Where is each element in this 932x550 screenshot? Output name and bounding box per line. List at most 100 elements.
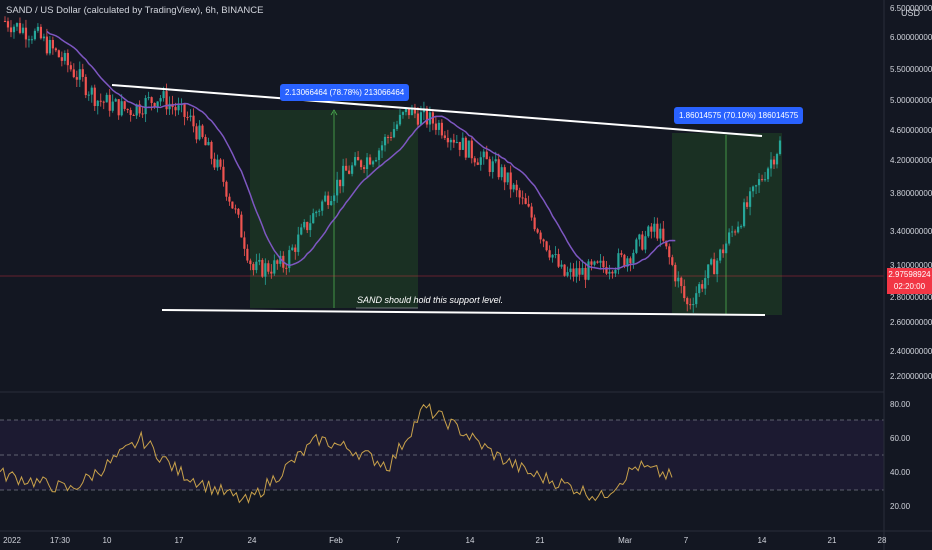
candle-body xyxy=(237,208,240,215)
candle-body xyxy=(389,136,393,138)
candle-body xyxy=(494,159,497,162)
candle-body xyxy=(297,234,300,252)
candle-body xyxy=(650,226,653,232)
price-tick-label: 4.20000000 xyxy=(890,156,932,165)
candle-body xyxy=(57,50,60,58)
candle-body xyxy=(339,179,342,187)
candle-body xyxy=(695,293,698,305)
candle-body xyxy=(234,208,237,210)
candle-body xyxy=(9,27,13,33)
candle-body xyxy=(123,101,126,109)
candle-body xyxy=(506,172,509,183)
candle-body xyxy=(521,197,524,199)
price-tick-label: 5.50000000 xyxy=(890,65,932,74)
candle-body xyxy=(722,249,725,254)
candle-body xyxy=(674,264,677,282)
measure-arrowhead-left xyxy=(330,109,338,116)
candle-body xyxy=(12,26,16,33)
price-tick-label: 3.40000000 xyxy=(890,227,932,236)
price-tick-label: 2.80000000 xyxy=(890,293,932,302)
candle-body xyxy=(90,87,93,95)
candle-body xyxy=(365,157,369,169)
price-tick-label: 2.40000000 xyxy=(890,347,932,356)
candle-body xyxy=(680,277,683,287)
candle-body xyxy=(30,39,34,41)
candle-body xyxy=(485,151,488,160)
candle-body xyxy=(593,261,596,265)
candle-body xyxy=(102,101,105,103)
moving-average-line xyxy=(46,30,676,270)
candle-body xyxy=(359,160,363,168)
candle-body xyxy=(719,249,722,261)
candle-body xyxy=(497,159,500,178)
candle-body xyxy=(512,184,515,190)
candle-body xyxy=(210,141,213,159)
candle-body xyxy=(108,94,111,111)
support-trendline[interactable] xyxy=(161,309,766,316)
price-tick-label: 6.00000000 xyxy=(890,33,932,42)
candle-body xyxy=(54,48,57,51)
candle-body xyxy=(150,97,153,103)
candle-body xyxy=(249,260,252,265)
measure-label-left[interactable]: 2.13066464 (78.78%) 213066464 xyxy=(280,84,410,101)
price-tick-label: 2.20000000 xyxy=(890,372,932,381)
candle-body xyxy=(599,260,602,263)
time-tick-label: 21 xyxy=(828,536,837,545)
candle-body xyxy=(464,137,467,158)
candle-body xyxy=(99,100,102,102)
candle-body xyxy=(135,104,138,116)
candle-body xyxy=(503,167,506,183)
candle-body xyxy=(75,77,78,80)
candle-body xyxy=(392,129,396,138)
candle-body xyxy=(333,195,336,202)
currency-label[interactable]: USD xyxy=(901,8,921,18)
candle-body xyxy=(446,137,449,143)
candle-body xyxy=(638,234,641,240)
candle-body xyxy=(482,151,485,158)
candle-body xyxy=(225,181,228,197)
candle-body xyxy=(342,165,345,187)
candle-body xyxy=(620,253,623,255)
candle-body xyxy=(683,286,686,299)
measure-label-right[interactable]: 1.86014575 (70.10%) 186014575 xyxy=(674,107,804,124)
candle-body xyxy=(698,284,701,294)
candle-body xyxy=(321,201,324,211)
candle-body xyxy=(713,259,716,275)
candle-body xyxy=(222,166,225,182)
resistance-trendline[interactable] xyxy=(111,84,763,137)
candle-body xyxy=(315,211,318,214)
rsi-axis[interactable]: 80.00 60.00 40.00 20.00 xyxy=(890,400,911,511)
candle-body xyxy=(348,170,351,174)
candle-body xyxy=(246,248,249,261)
candle-body xyxy=(207,141,210,146)
candle-body xyxy=(751,186,755,192)
candle-body xyxy=(763,179,767,181)
candle-body xyxy=(371,161,375,165)
candle-body xyxy=(168,103,171,110)
candle-body xyxy=(740,226,743,228)
price-axis[interactable]: 6.50000000 6.00000000 5.50000000 5.00000000… xyxy=(890,4,932,381)
rsi-line xyxy=(0,402,673,504)
candle-body xyxy=(132,114,135,116)
time-axis[interactable]: 2022 17:30 10 17 24 Feb 7 14 21 Mar 7 14 21 28 xyxy=(3,536,887,545)
candle-body xyxy=(114,99,117,102)
candle-body xyxy=(760,179,764,181)
candle-body xyxy=(362,167,366,169)
candle-body xyxy=(177,105,180,111)
support-note[interactable]: SAND should hold this support level. xyxy=(357,295,504,305)
candle-body xyxy=(398,114,402,125)
candlesticks xyxy=(3,16,782,313)
measure-box-right[interactable] xyxy=(672,133,782,315)
candle-body xyxy=(60,57,63,61)
candle-body xyxy=(383,136,387,146)
candle-body xyxy=(560,264,563,267)
candle-body xyxy=(536,229,539,233)
candle-body xyxy=(353,157,357,166)
candle-body xyxy=(757,179,761,186)
candle-body xyxy=(45,36,48,54)
rsi-panel xyxy=(0,419,884,491)
candle-body xyxy=(587,261,590,280)
candle-body xyxy=(635,239,638,253)
price-tick-label: 2.60000000 xyxy=(890,318,932,327)
